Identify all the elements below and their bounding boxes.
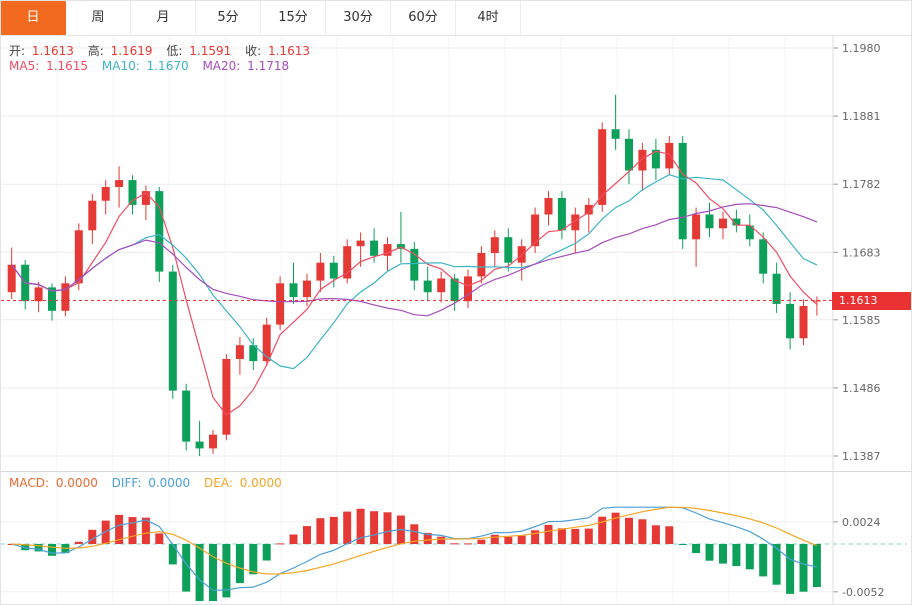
candlestick-chart[interactable]: 1.1980 1.1881 1.1782 1.1683 1.1585 1.1486 1.13… [1, 36, 912, 471]
tab-5min[interactable]: 5分 [196, 1, 261, 35]
svg-text:0.0024: 0.0024 [842, 516, 881, 529]
tab-60min[interactable]: 60分 [391, 1, 456, 35]
current-price-tag: 1.1613 [832, 291, 911, 310]
svg-text:1.1683: 1.1683 [842, 246, 881, 259]
svg-text:-0.0052: -0.0052 [842, 586, 884, 599]
macd-panel[interactable]: 0.0024 -0.0052 MACD: 0.0000 DIFF: 0.0000 … [1, 471, 912, 605]
timeframe-toolbar: 日 周 月 5分 15分 30分 60分 4时 [1, 1, 911, 36]
main-chart-panel[interactable]: 1.1980 1.1881 1.1782 1.1683 1.1585 1.1486 1.13… [1, 36, 911, 471]
macd-chart[interactable]: 0.0024 -0.0052 [1, 472, 912, 605]
tab-day[interactable]: 日 [1, 1, 66, 35]
svg-text:1.1881: 1.1881 [842, 110, 881, 123]
tab-4hour[interactable]: 4时 [456, 1, 521, 35]
svg-text:1.1486: 1.1486 [842, 382, 881, 395]
tab-month[interactable]: 月 [131, 1, 196, 35]
svg-text:1.1387: 1.1387 [842, 450, 881, 463]
svg-text:1.1585: 1.1585 [842, 314, 881, 327]
tab-30min[interactable]: 30分 [326, 1, 391, 35]
tab-15min[interactable]: 15分 [261, 1, 326, 35]
svg-text:1.1782: 1.1782 [842, 178, 881, 191]
tab-week[interactable]: 周 [66, 1, 131, 35]
svg-text:1.1980: 1.1980 [842, 42, 881, 55]
